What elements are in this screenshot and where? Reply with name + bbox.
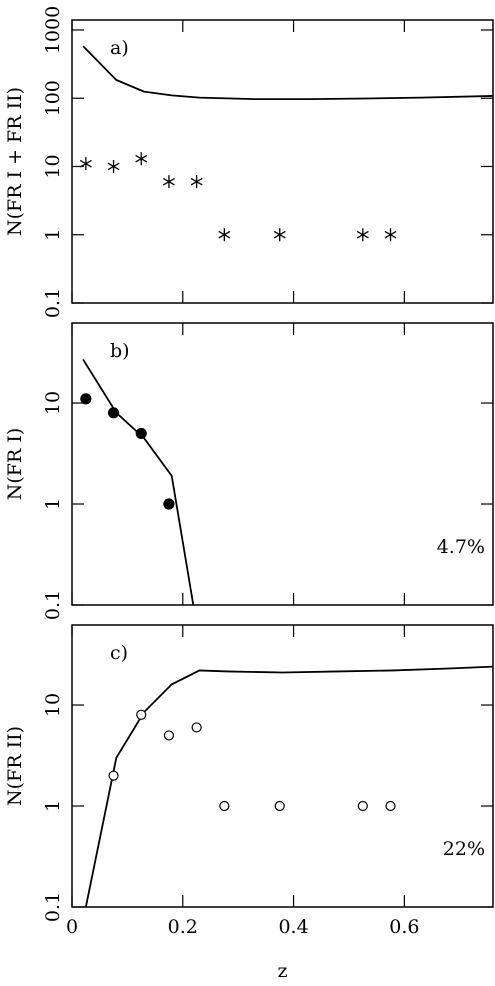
x-tick-label: 0.4 bbox=[278, 916, 308, 938]
star-marker bbox=[218, 228, 231, 242]
open-dot bbox=[163, 730, 175, 741]
y-tick-label: 1000 bbox=[42, 6, 64, 54]
y-tick-label: 100 bbox=[42, 80, 64, 116]
filled-dot bbox=[107, 407, 120, 419]
y-tick-label: 0.1 bbox=[42, 590, 64, 620]
star-marker bbox=[356, 228, 369, 242]
y-tick-label: 10 bbox=[42, 154, 64, 178]
x-tick-label: 0.2 bbox=[168, 916, 198, 938]
y-tick-label: 10 bbox=[42, 391, 64, 415]
plot-frame bbox=[71, 19, 494, 304]
x-axis-label: z bbox=[277, 960, 287, 982]
star-marker bbox=[190, 175, 203, 189]
open-dot bbox=[274, 800, 285, 812]
y-tick-label: 0.1 bbox=[42, 288, 64, 318]
star-marker bbox=[384, 228, 397, 242]
y-tick-label: 1 bbox=[42, 229, 64, 241]
open-dot bbox=[136, 709, 147, 720]
line bbox=[84, 665, 493, 907]
open-dot bbox=[191, 722, 202, 733]
line bbox=[82, 358, 195, 605]
panel-label: b) bbox=[110, 340, 130, 362]
star-marker bbox=[273, 228, 286, 242]
star-marker bbox=[79, 157, 92, 171]
plot-frame bbox=[71, 624, 494, 908]
star-marker bbox=[135, 152, 148, 166]
x-tick-label: 0.6 bbox=[389, 916, 419, 938]
y-axis-label: N(FR I + FR II) bbox=[4, 87, 26, 236]
star-marker bbox=[107, 159, 120, 173]
y-tick-label: 1 bbox=[42, 800, 64, 812]
y-tick-label: 1 bbox=[42, 498, 64, 510]
y-axis-label: N(FR I) bbox=[4, 428, 26, 500]
annotation: 4.7% bbox=[437, 536, 485, 558]
line bbox=[82, 45, 493, 101]
annotation: 22% bbox=[443, 838, 485, 860]
plot-frame bbox=[71, 322, 494, 606]
filled-dot bbox=[163, 498, 175, 510]
filled-dot bbox=[80, 393, 92, 405]
open-dot bbox=[385, 800, 396, 812]
x-tick-label: 0 bbox=[66, 916, 78, 938]
y-tick-label: 10 bbox=[42, 693, 64, 717]
filled-dot bbox=[135, 427, 147, 440]
open-dot bbox=[219, 800, 230, 812]
panel-label: c) bbox=[110, 642, 128, 664]
y-tick-label: 0.1 bbox=[42, 892, 64, 922]
open-dot bbox=[357, 800, 368, 812]
star-marker bbox=[162, 175, 175, 189]
panel-label: a) bbox=[110, 37, 129, 59]
open-dot bbox=[108, 770, 119, 781]
y-axis-label: N(FR II) bbox=[4, 726, 26, 806]
